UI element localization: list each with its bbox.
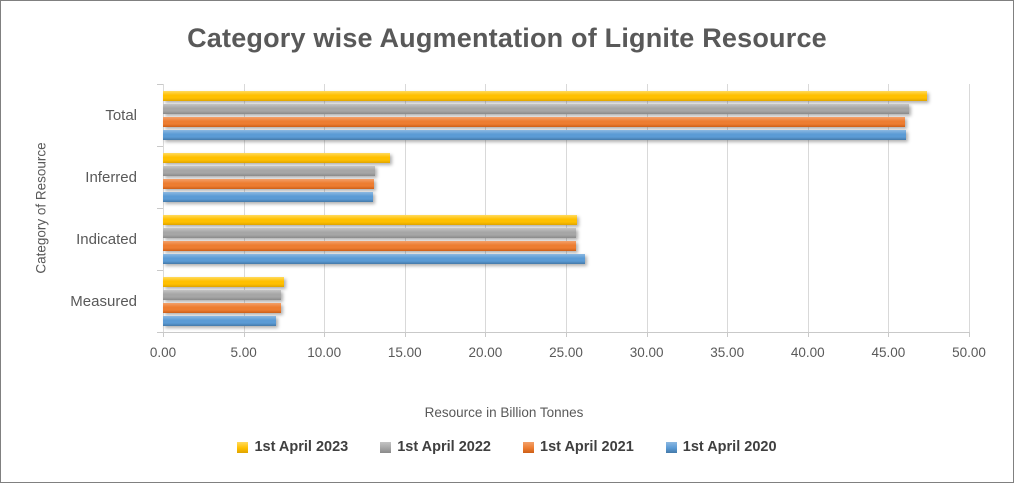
category-label-total: Total: [105, 106, 137, 124]
legend-marker: [523, 441, 534, 453]
gridline: [404, 84, 406, 332]
gridline: [566, 84, 567, 332]
gridline: [243, 84, 245, 332]
legend-item-1st-april-2021: 1st April 2021: [523, 439, 634, 455]
x-tick-label: 20.00: [468, 345, 503, 360]
bar-indicated-1st-april-2020: [163, 254, 586, 264]
x-axis-title: Resource in Billion Tonnes: [424, 405, 584, 420]
gridline: [969, 84, 970, 332]
x-axis-tick: [485, 332, 487, 337]
category-label-measured: Measured: [70, 292, 137, 310]
bar-indicated-1st-april-2023: [163, 215, 578, 225]
y-axis-tick: [157, 84, 163, 85]
x-tick-label: 45.00: [871, 345, 906, 360]
x-tick-label: 35.00: [710, 345, 745, 360]
x-axis-tick: [163, 332, 164, 337]
legend: 1st April 2023 1st April 2022 1st April 20…: [1, 439, 1013, 455]
x-axis-tick: [727, 332, 729, 337]
bar-inferred-1st-april-2023: [163, 153, 391, 163]
bar-total-1st-april-2021: [163, 117, 905, 127]
legend-label: 1st April 2023: [254, 439, 349, 455]
x-tick-label: 15.00: [387, 345, 422, 360]
x-tick-label: 5.00: [230, 345, 257, 360]
chart-title: Category wise Augmentation of Lignite Re…: [187, 23, 827, 53]
x-tick-label: 25.00: [549, 345, 583, 360]
legend-label: 1st April 2020: [682, 439, 777, 455]
gridline: [324, 84, 326, 332]
gridline: [727, 84, 729, 332]
category-axis: Total Inferred Indicated Measured: [1, 84, 151, 332]
x-axis-tick: [888, 332, 890, 337]
bar-measured-1st-april-2023: [163, 277, 284, 287]
bar-total-1st-april-2022: [163, 104, 910, 114]
legend-label: 1st April 2022: [397, 439, 491, 455]
x-tick-label: 10.00: [307, 345, 342, 360]
legend-item-1st-april-2020: 1st April 2020: [665, 439, 777, 455]
x-axis-tick: [807, 332, 809, 337]
legend-label: 1st April 2021: [540, 439, 634, 455]
category-row-total: [163, 84, 969, 146]
bar-inferred-1st-april-2020: [163, 192, 374, 202]
category-label-inferred: Inferred: [85, 168, 137, 186]
x-axis-tick: [566, 332, 567, 337]
bar-inferred-1st-april-2021: [163, 179, 375, 189]
bar-total-1st-april-2020: [163, 130, 907, 140]
gridline: [646, 84, 648, 332]
bar-inferred-1st-april-2022: [163, 166, 375, 176]
x-axis-tick: [404, 332, 406, 337]
gridline: [807, 84, 809, 332]
category-row-measured: [163, 270, 969, 332]
legend-marker: [665, 441, 677, 453]
legend-item-1st-april-2022: 1st April 2022: [380, 439, 491, 455]
legend-marker: [380, 441, 392, 453]
x-tick-label: 0.00: [149, 345, 177, 360]
legend-item-1st-april-2023: 1st April 2023: [237, 439, 348, 455]
category-label-indicated: Indicated: [76, 230, 137, 248]
x-axis: 0.00 5.00 10.00 15.00 20.00 25.00 30.00 35.00 40…: [150, 345, 986, 363]
y-axis-tick: [157, 332, 163, 333]
y-axis-tick: [157, 270, 163, 271]
x-tick-label: 40.00: [790, 345, 825, 360]
bar-measured-1st-april-2021: [163, 303, 281, 313]
x-axis-tick: [243, 332, 245, 337]
plot-area: [157, 84, 970, 337]
bar-measured-1st-april-2020: [163, 316, 276, 326]
bar-measured-1st-april-2022: [163, 290, 282, 300]
y-axis-tick: [157, 146, 163, 147]
bar-total-1st-april-2023: [163, 91, 928, 101]
x-axis-tick: [646, 332, 648, 337]
gridline: [163, 84, 164, 332]
gridline: [888, 84, 890, 332]
x-tick-label: 30.00: [629, 345, 664, 360]
gridline: [485, 84, 487, 332]
legend-marker: [237, 441, 249, 453]
y-axis-tick: [157, 208, 163, 209]
x-axis-tick: [324, 332, 326, 337]
x-tick-label: 50.00: [952, 345, 986, 360]
category-row-indicated: [163, 208, 969, 270]
x-axis-tick: [969, 332, 970, 337]
bar-indicated-1st-april-2022: [163, 228, 577, 238]
bar-indicated-1st-april-2021: [163, 241, 576, 251]
category-row-inferred: [163, 146, 969, 208]
